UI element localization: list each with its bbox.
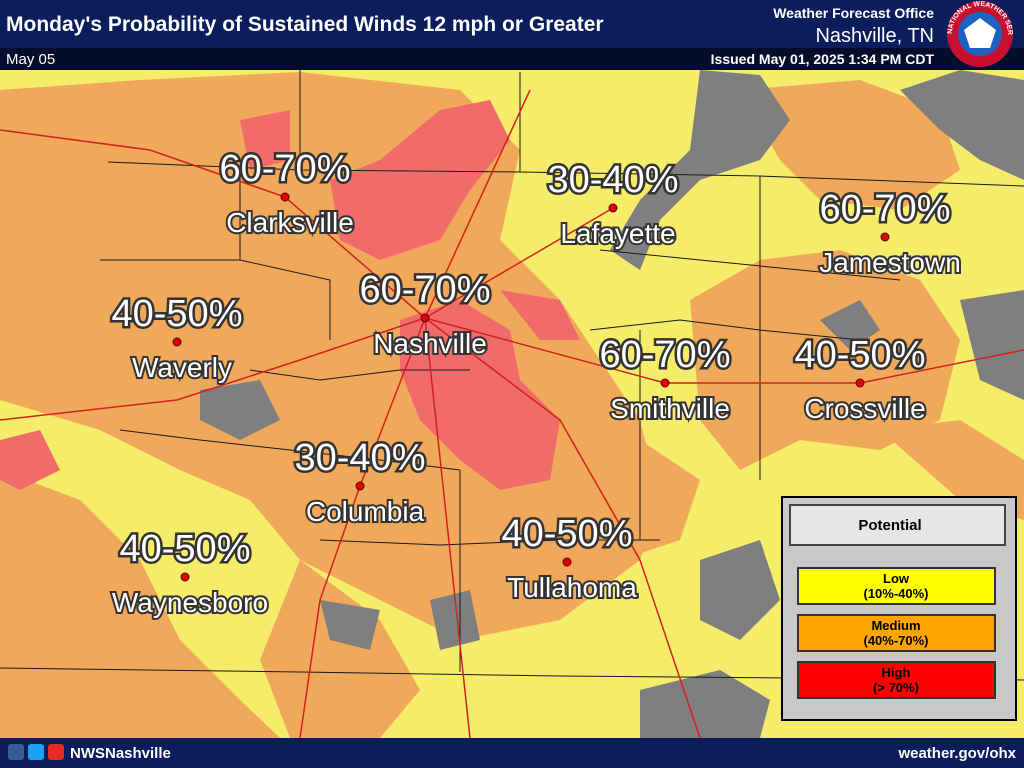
- city-dot: [880, 232, 890, 242]
- legend-title-box: [789, 504, 1006, 546]
- city-dot: [660, 378, 670, 388]
- city-name: Waverly: [132, 352, 232, 383]
- issued: Issued May 01, 2025 1:34 PM CDT: [711, 51, 935, 67]
- cities: 60-70%Clarksville30-40%Lafayette60-70%Ja…: [109, 146, 963, 621]
- city-name: Waynesboro: [112, 587, 268, 618]
- city-dot: [608, 203, 618, 213]
- city-name: Lafayette: [560, 218, 675, 249]
- city-name: Nashville: [373, 328, 487, 359]
- city-name: Crossville: [804, 393, 925, 424]
- website[interactable]: weather.gov/ohx: [897, 745, 1016, 762]
- city-range: 40-50%: [795, 334, 926, 376]
- city-range: 40-50%: [502, 513, 633, 555]
- legend-swatch: [797, 567, 996, 605]
- city-range: 30-40%: [548, 159, 679, 201]
- city-range: 60-70%: [600, 334, 731, 376]
- title: Monday's Probability of Sustained Winds …: [6, 13, 604, 36]
- legend-label: Medium: [871, 618, 920, 633]
- date: May 05: [6, 51, 55, 68]
- city-dot: [180, 572, 190, 582]
- city-range: 30-40%: [295, 437, 426, 479]
- footer-bar: [0, 738, 1024, 768]
- office: Weather Forecast Office: [773, 5, 934, 21]
- legend-swatch: [797, 661, 996, 699]
- city-name: Smithville: [610, 393, 730, 424]
- city-dot: [172, 337, 182, 347]
- city-range: 40-50%: [112, 293, 243, 335]
- city-range: 40-50%: [120, 528, 251, 570]
- location: Nashville, TN: [815, 25, 934, 47]
- legend-range: (40%-70%): [863, 633, 928, 648]
- city-name: Tullahoma: [507, 572, 637, 603]
- youtube-icon[interactable]: [48, 744, 64, 760]
- city-dot: [355, 481, 365, 491]
- legend-items: Low(10%-40%) Medium(40%-70%) High(> 70%): [797, 567, 996, 699]
- city-name: Columbia: [306, 496, 425, 527]
- legend-title: Potential: [858, 517, 921, 534]
- city-dot: [420, 313, 430, 323]
- city-name: Jamestown: [819, 247, 961, 278]
- city-dot: [280, 192, 290, 202]
- city-dot: [855, 378, 865, 388]
- city-range: 60-70%: [820, 188, 951, 230]
- legend-swatch: [797, 614, 996, 652]
- high-areas: [0, 100, 580, 490]
- city-range: 60-70%: [360, 269, 491, 311]
- city-range: 60-70%: [220, 148, 351, 190]
- legend-label: Low: [883, 571, 910, 586]
- header-bar: [0, 0, 1024, 48]
- social-handle: NWSNashville: [70, 745, 171, 762]
- twitter-icon[interactable]: [28, 744, 44, 760]
- low-gray-areas: [200, 70, 1024, 738]
- legend-range: (10%-40%): [863, 586, 928, 601]
- city-dot: [562, 557, 572, 567]
- logo-mark: [964, 18, 996, 48]
- legend-label: High: [882, 665, 911, 680]
- legend-range: (> 70%): [873, 680, 919, 695]
- subheader-bar: [0, 48, 1024, 70]
- facebook-icon[interactable]: [8, 744, 24, 760]
- city-name: Clarksville: [226, 207, 354, 238]
